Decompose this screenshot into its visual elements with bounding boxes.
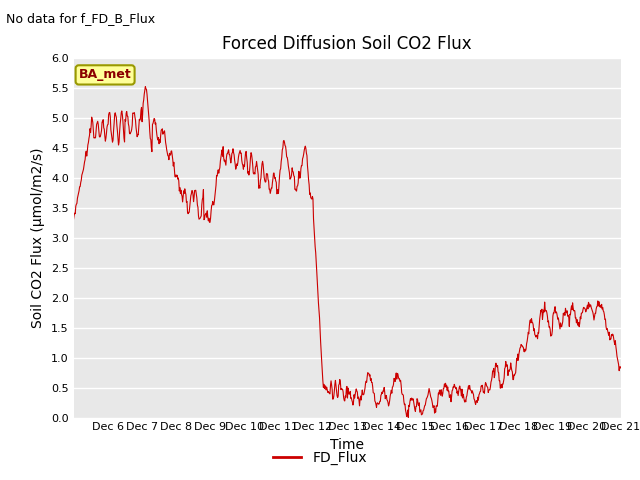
- X-axis label: Time: Time: [330, 438, 364, 452]
- Y-axis label: Soil CO2 Flux (μmol/m2/s): Soil CO2 Flux (μmol/m2/s): [31, 147, 45, 328]
- Text: No data for f_FD_B_Flux: No data for f_FD_B_Flux: [6, 12, 156, 25]
- Legend: FD_Flux: FD_Flux: [268, 445, 372, 471]
- Title: Forced Diffusion Soil CO2 Flux: Forced Diffusion Soil CO2 Flux: [222, 35, 472, 53]
- Text: BA_met: BA_met: [79, 68, 131, 82]
